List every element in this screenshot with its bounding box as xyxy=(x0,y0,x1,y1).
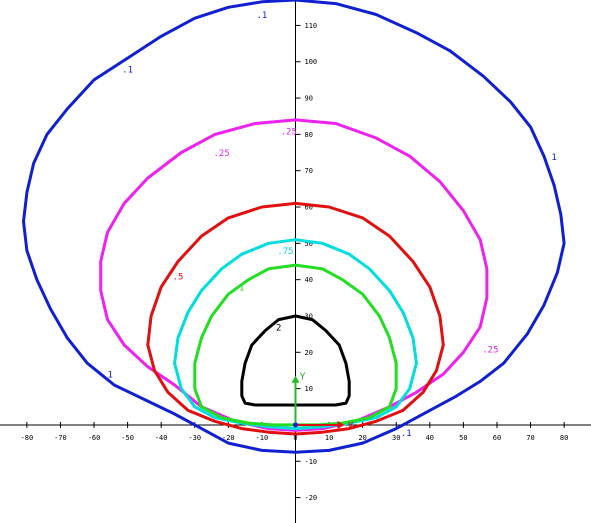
y-tick-label: 60 xyxy=(305,204,313,212)
contour-label: .1 xyxy=(102,371,113,381)
x-tick-label: 20 xyxy=(358,434,366,442)
y-tick-label: 70 xyxy=(305,167,313,175)
contour-line xyxy=(99,118,489,432)
x-tick-label: -70 xyxy=(54,434,67,442)
x-tick-label: -20 xyxy=(222,434,235,442)
contour-label: 2 xyxy=(276,324,281,334)
y-tick-label: 10 xyxy=(305,385,313,393)
y-tick-label: 90 xyxy=(305,95,313,103)
x-tick-label: 60 xyxy=(493,434,501,442)
x-tick-label: -50 xyxy=(121,434,134,442)
contour-label: .25 xyxy=(213,149,229,159)
x-marker-arrowhead xyxy=(337,420,345,429)
y-tick-label: 100 xyxy=(305,58,318,66)
y-tick-label: 30 xyxy=(305,312,313,320)
y-tick-label: -20 xyxy=(305,494,318,502)
contour-label: .1 xyxy=(401,429,412,439)
y-tick-label: 110 xyxy=(305,22,318,30)
x-tick-label: 40 xyxy=(426,434,434,442)
x-tick-label: 80 xyxy=(560,434,568,442)
y-tick-label: -10 xyxy=(305,458,318,466)
contour-label: 1 xyxy=(551,153,556,163)
contour-label: 1 xyxy=(239,284,244,294)
contour-line xyxy=(22,0,566,454)
contour-line xyxy=(173,238,418,431)
contour-label: .5 xyxy=(173,273,184,283)
x-marker-label: X xyxy=(348,421,354,432)
x-tick-label: -80 xyxy=(21,434,34,442)
y-tick-label: 80 xyxy=(305,131,313,139)
x-tick-label: 70 xyxy=(526,434,534,442)
x-tick-label: 10 xyxy=(325,434,333,442)
origin-marker xyxy=(293,422,298,428)
x-tick-label: -30 xyxy=(188,434,201,442)
x-tick-label: 0 xyxy=(293,434,297,442)
x-tick-label: -10 xyxy=(256,434,269,442)
contour-label: .1 xyxy=(256,11,267,21)
contour-label: .25 xyxy=(281,127,297,137)
y-tick-label: 50 xyxy=(305,240,313,248)
contour-label: .75 xyxy=(277,247,293,257)
x-tick-label: -40 xyxy=(155,434,168,442)
x-tick-label: 50 xyxy=(459,434,467,442)
x-tick-label: 30 xyxy=(392,434,400,442)
contour-label: .25 xyxy=(482,345,498,355)
y-marker-arrowhead xyxy=(291,375,300,383)
y-marker-label: Y xyxy=(300,372,306,383)
x-tick-label: -60 xyxy=(88,434,101,442)
y-tick-label: 40 xyxy=(305,276,313,284)
y-tick-label: 20 xyxy=(305,349,313,357)
contour-label: .1 xyxy=(122,66,133,76)
contour-line xyxy=(146,201,445,436)
